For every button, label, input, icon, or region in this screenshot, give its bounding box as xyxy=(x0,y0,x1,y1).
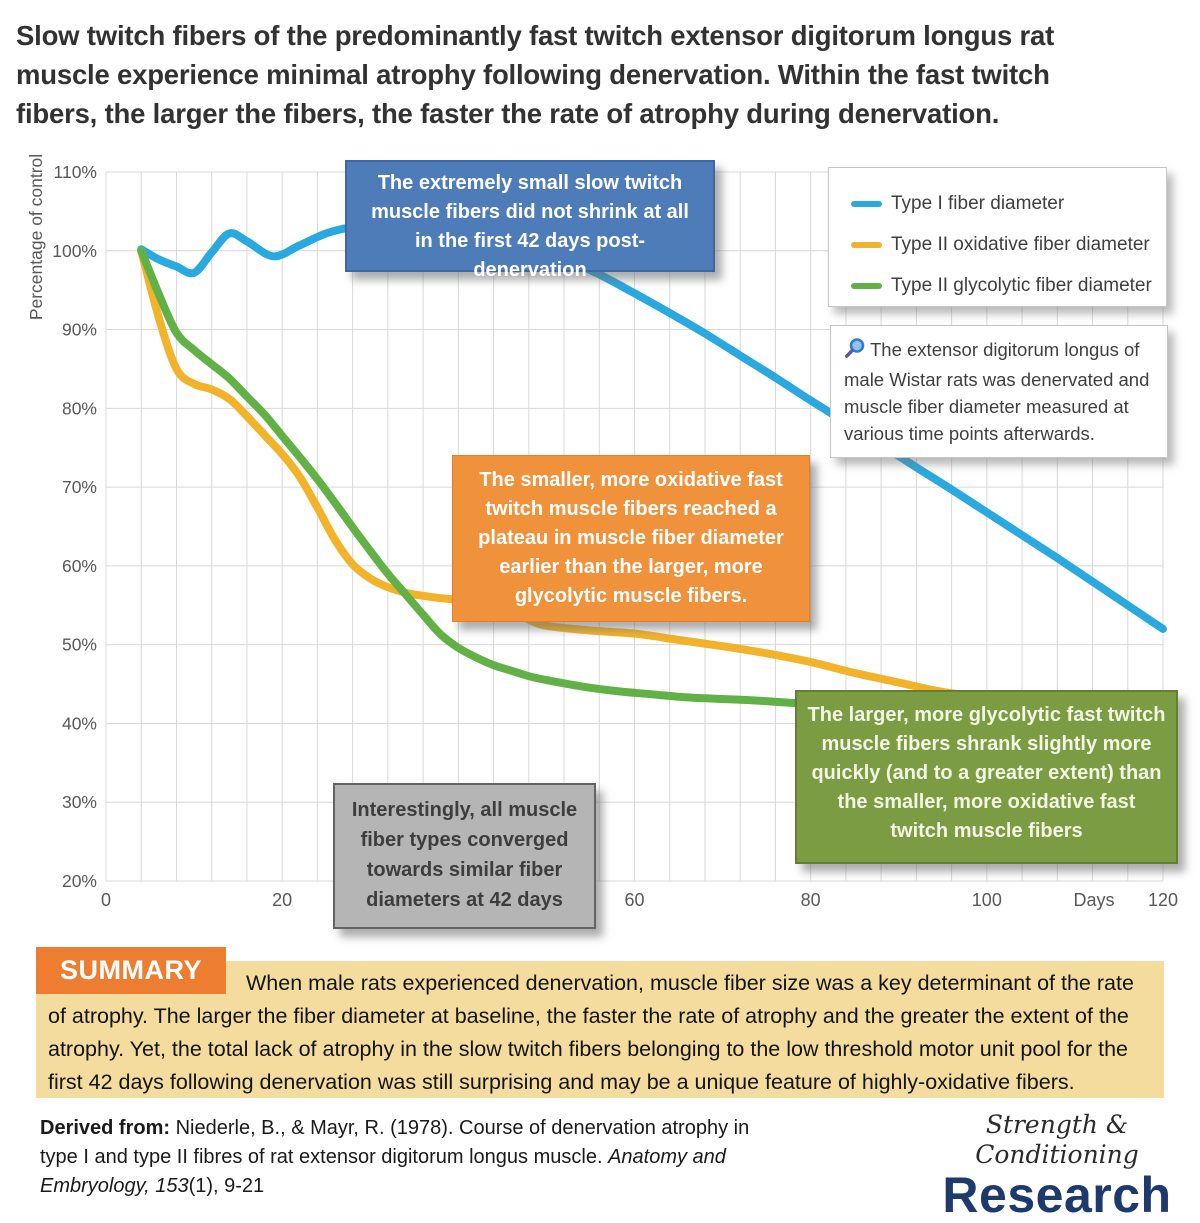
citation-journal: Anatomy and Embryology, 153 xyxy=(40,1146,726,1197)
annotation-oxidative-plateau: The smaller, more oxidative fast twitch … xyxy=(452,455,810,622)
summary-badge-label: SUMMARY xyxy=(60,955,202,985)
legend-label: Type II oxidative fiber diameter xyxy=(891,233,1150,255)
citation-body: Niederle, B., & Mayr, R. (1978). Course … xyxy=(40,1117,750,1168)
summary-badge: SUMMARY xyxy=(36,947,226,994)
annotation-slow-twitch: The extremely small slow twitch muscle f… xyxy=(345,160,715,281)
annotation-text: The smaller, more oxidative fast twitch … xyxy=(478,469,784,607)
y-axis-tick-label: 40% xyxy=(62,713,97,733)
y-axis-tick-label: 50% xyxy=(62,635,97,655)
y-axis-tick-label: 30% xyxy=(62,792,97,812)
type-1-line-swatch-icon xyxy=(851,200,882,207)
y-axis-tick-label: 80% xyxy=(62,398,97,418)
y-axis-tick-label: 100% xyxy=(52,241,97,261)
annotation-text: The extremely small slow twitch muscle f… xyxy=(371,172,689,281)
y-axis-tick-label: 60% xyxy=(62,556,97,576)
legend-item-type-1: Type I fiber diameter xyxy=(851,183,1166,224)
series-line-type-ii-glycolytic-fiber-diameter xyxy=(137,246,1167,715)
y-axis-tick-label: 20% xyxy=(62,871,97,891)
legend-item-type-2-glycolytic: Type II glycolytic fiber diameter xyxy=(851,265,1166,306)
annotation-text: The larger, more glycolytic fast twitch … xyxy=(807,704,1166,842)
y-axis-tick-label: 110% xyxy=(54,162,97,182)
chart-legend: Type I fiber diameter Type II oxidative … xyxy=(828,167,1167,307)
x-axis-unit-label: Days xyxy=(1073,890,1114,910)
y-axis-title: Percentage of control xyxy=(26,154,46,320)
x-axis-tick-label: 0 xyxy=(101,890,111,910)
title-line-3: fibers, the larger the fibers, the faste… xyxy=(16,98,1000,129)
summary-text: When male rats experienced denervation, … xyxy=(48,971,1134,1094)
legend-label: Type II glycolytic fiber diameter xyxy=(891,274,1152,296)
annotation-glycolytic-faster: The larger, more glycolytic fast twitch … xyxy=(795,690,1178,864)
annotation-text: Interestingly, all muscle fiber types co… xyxy=(351,799,578,911)
title-line-1: Slow twitch fibers of the predominantly … xyxy=(16,20,1055,51)
x-axis-tick-label: 100 xyxy=(972,890,1002,910)
magnifier-icon xyxy=(844,337,866,366)
annotation-convergence: Interestingly, all muscle fiber types co… xyxy=(333,783,596,929)
title-line-2: muscle experience minimal atrophy follow… xyxy=(16,59,1050,90)
logo-script-line: Strength & Conditioning xyxy=(975,1110,1139,1169)
x-axis-tick-label: 120 xyxy=(1148,890,1178,910)
type-2-glycolytic-line-swatch-icon xyxy=(851,282,882,289)
x-axis-tick-label: 80 xyxy=(801,890,821,910)
x-axis-tick-label: 20 xyxy=(272,890,292,910)
methods-note-text: The extensor digitorum longus of male Wi… xyxy=(844,339,1150,444)
methods-note-box: The extensor digitorum longus of male Wi… xyxy=(830,325,1168,458)
citation: Derived from: Niederle, B., & Mayr, R. (… xyxy=(40,1114,780,1201)
x-axis-tick-label: 60 xyxy=(624,890,644,910)
page-title: Slow twitch fibers of the predominantly … xyxy=(16,16,1196,133)
type-2-oxidative-line-swatch-icon xyxy=(851,241,882,248)
legend-item-type-2-oxidative: Type II oxidative fiber diameter xyxy=(851,224,1166,265)
y-axis-tick-label: 90% xyxy=(62,320,97,340)
y-axis-tick-label: 70% xyxy=(62,477,97,497)
citation-prefix: Derived from: xyxy=(40,1117,171,1139)
legend-label: Type I fiber diameter xyxy=(891,192,1065,214)
citation-pages: (1), 9-21 xyxy=(188,1175,265,1197)
